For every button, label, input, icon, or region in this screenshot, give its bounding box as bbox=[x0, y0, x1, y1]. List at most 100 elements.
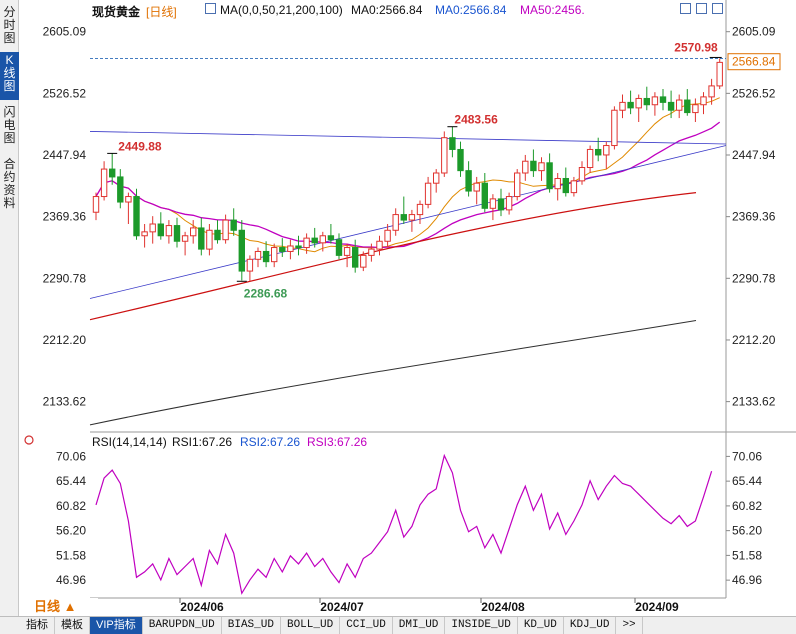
zoom-in-icon[interactable] bbox=[696, 3, 707, 14]
candle-body[interactable] bbox=[408, 214, 416, 221]
bottom-tab-1[interactable]: 模板 bbox=[55, 617, 90, 634]
price-chart[interactable]: 2605.09 2605.09 2526.52 2526.52 2447.94 2447.… bbox=[0, 0, 796, 616]
bottom-tab-7[interactable]: DMI_UD bbox=[393, 617, 446, 634]
candle-body[interactable] bbox=[222, 219, 229, 241]
candle-body[interactable] bbox=[125, 196, 132, 203]
candle-body[interactable] bbox=[505, 196, 513, 211]
candle-body[interactable] bbox=[619, 101, 626, 111]
bottom-tab-5[interactable]: BOLL_UD bbox=[281, 617, 341, 634]
candle-body[interactable] bbox=[343, 247, 351, 256]
candle-body[interactable] bbox=[716, 61, 723, 87]
candle-body[interactable] bbox=[651, 96, 659, 106]
candle-body[interactable] bbox=[473, 182, 480, 192]
tab-contract-info[interactable]: 合约资料 bbox=[0, 156, 19, 214]
candle-body[interactable] bbox=[441, 137, 448, 174]
candle-body[interactable] bbox=[149, 223, 156, 233]
candle-body[interactable] bbox=[165, 225, 173, 237]
candle-body[interactable] bbox=[319, 235, 327, 244]
support-trend-line[interactable] bbox=[89, 145, 727, 299]
candle-body[interactable] bbox=[133, 196, 140, 237]
bottom-tab-4[interactable]: BIAS_UD bbox=[222, 617, 281, 634]
candle-body[interactable] bbox=[627, 101, 634, 109]
candle-body[interactable] bbox=[214, 229, 221, 241]
candle-body[interactable] bbox=[433, 172, 440, 184]
candle-body[interactable] bbox=[198, 227, 205, 250]
candle-body[interactable] bbox=[522, 160, 529, 174]
candle-body[interactable] bbox=[497, 198, 505, 211]
candle-body[interactable] bbox=[489, 198, 497, 209]
candle-body[interactable] bbox=[586, 148, 594, 169]
candle-body[interactable] bbox=[530, 160, 537, 172]
candle-body[interactable] bbox=[659, 96, 667, 103]
bottom-tab-3[interactable]: BARUPDN_UD bbox=[143, 617, 222, 634]
candle-body[interactable] bbox=[692, 104, 699, 114]
candle-body[interactable] bbox=[465, 170, 472, 192]
bottom-tab-0[interactable]: 指标 bbox=[20, 617, 55, 634]
candle-body[interactable] bbox=[100, 168, 108, 198]
candle-body[interactable] bbox=[684, 99, 691, 114]
bottom-tab-8[interactable]: INSIDE_UD bbox=[445, 617, 518, 634]
candle-body[interactable] bbox=[311, 237, 318, 244]
candle-body[interactable] bbox=[254, 250, 262, 260]
candle-body[interactable] bbox=[287, 245, 294, 252]
candle-body[interactable] bbox=[578, 167, 586, 182]
candle-body[interactable] bbox=[554, 177, 561, 190]
bottom-tab-9[interactable]: KD_UD bbox=[518, 617, 564, 634]
candle-body[interactable] bbox=[92, 196, 100, 213]
candle-body[interactable] bbox=[667, 101, 675, 111]
candle-body[interactable] bbox=[327, 235, 335, 241]
candle-body[interactable] bbox=[262, 250, 270, 263]
candle-body[interactable] bbox=[384, 229, 391, 242]
zoom-out-icon[interactable] bbox=[680, 3, 691, 14]
candle-body[interactable] bbox=[117, 176, 124, 203]
candle-body[interactable] bbox=[603, 145, 610, 156]
candle-body[interactable] bbox=[352, 247, 359, 268]
candle-body[interactable] bbox=[676, 99, 683, 111]
candle-body[interactable] bbox=[570, 180, 578, 194]
tab-lightning-chart[interactable]: 闪电图 bbox=[0, 104, 19, 150]
candle-body[interactable] bbox=[424, 182, 432, 205]
candle-body[interactable] bbox=[400, 214, 408, 221]
candle-body[interactable] bbox=[449, 137, 456, 150]
candle-body[interactable] bbox=[368, 248, 375, 256]
candle-body[interactable] bbox=[295, 245, 302, 249]
candle-body[interactable] bbox=[279, 247, 286, 252]
candle-body[interactable] bbox=[173, 225, 181, 242]
candle-body[interactable] bbox=[271, 247, 278, 263]
candle-body[interactable] bbox=[538, 162, 545, 172]
candle-body[interactable] bbox=[416, 203, 424, 216]
candle-body[interactable] bbox=[157, 223, 165, 237]
candle-body[interactable] bbox=[141, 231, 148, 237]
candle-body[interactable] bbox=[376, 240, 383, 250]
candle-body[interactable] bbox=[546, 162, 553, 190]
rsi-settings-icon[interactable] bbox=[24, 435, 34, 445]
candle-body[interactable] bbox=[303, 237, 310, 249]
bottom-tab-2[interactable]: VIP指标 bbox=[90, 617, 143, 634]
rsi-line[interactable] bbox=[95, 453, 713, 595]
candle-body[interactable] bbox=[392, 214, 399, 231]
resistance-trend-line[interactable] bbox=[89, 131, 727, 145]
tab-timeline-chart[interactable]: 分时图 bbox=[0, 4, 19, 48]
tab-kline-chart[interactable]: K线图 bbox=[0, 52, 19, 100]
candle-body[interactable] bbox=[206, 229, 213, 250]
candle-body[interactable] bbox=[109, 168, 116, 178]
candle-body[interactable] bbox=[457, 148, 464, 172]
candle-body[interactable] bbox=[481, 182, 489, 209]
candle-body[interactable] bbox=[562, 177, 569, 194]
candle-body[interactable] bbox=[514, 172, 521, 198]
candle-body[interactable] bbox=[708, 85, 715, 98]
candle-body[interactable] bbox=[246, 258, 254, 272]
candle-body[interactable] bbox=[181, 235, 189, 242]
bottom-tab-11[interactable]: >> bbox=[616, 617, 643, 634]
candle-body[interactable] bbox=[595, 148, 602, 156]
drawing-tool-icon[interactable] bbox=[712, 3, 723, 14]
candle-body[interactable] bbox=[700, 96, 707, 106]
candle-body[interactable] bbox=[635, 97, 642, 109]
candle-body[interactable] bbox=[230, 219, 237, 231]
candle-body[interactable] bbox=[238, 229, 246, 272]
candle-body[interactable] bbox=[643, 97, 650, 106]
ma-settings-icon[interactable] bbox=[205, 3, 216, 14]
bottom-tab-10[interactable]: KDJ_UD bbox=[564, 617, 617, 634]
candle-body[interactable] bbox=[190, 227, 197, 237]
bottom-tab-6[interactable]: CCI_UD bbox=[340, 617, 393, 634]
